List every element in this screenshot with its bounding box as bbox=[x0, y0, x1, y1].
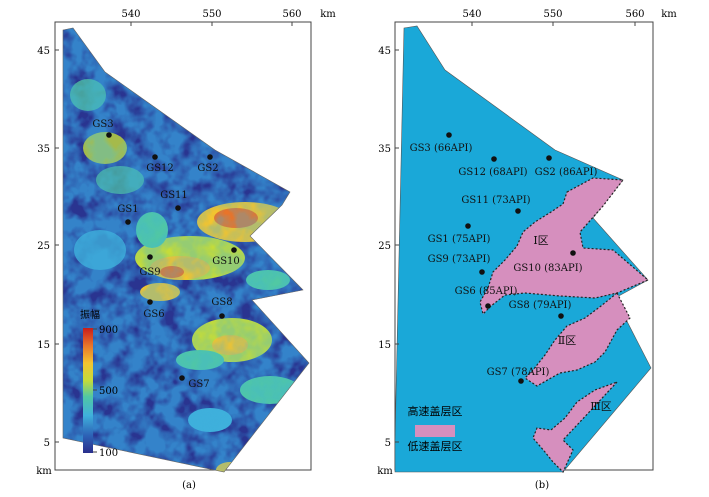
well-markers: GS3 (66API) GS12 (68API) GS2 (86API) GS1… bbox=[410, 132, 598, 384]
cap-rock-zonation-panel: 540 550 560 km 45 35 25 15 5 km GS3 (66A… bbox=[355, 0, 709, 493]
well-label: GS12 (68API) bbox=[458, 167, 527, 178]
legend-label-low: 低速盖层区 bbox=[408, 439, 463, 453]
y-tick-label: 25 bbox=[378, 241, 391, 252]
well-label: GS9 (73API) bbox=[428, 254, 491, 265]
low-velocity-zone-2 bbox=[524, 292, 631, 387]
colorbar-title: 振幅 bbox=[80, 308, 100, 321]
well-label: GS6 (85API) bbox=[455, 286, 518, 297]
well-label: GS2 bbox=[197, 163, 218, 174]
y-tick-label: 45 bbox=[378, 46, 391, 57]
x-tick-label: 550 bbox=[543, 9, 562, 20]
colorbar-gradient bbox=[83, 328, 93, 453]
colorbar-max-label: 900 bbox=[99, 325, 118, 336]
amplitude-map-svg: 540 550 560 km 45 35 25 15 5 km GS3 GS12… bbox=[36, 9, 336, 491]
zone-labels: Ⅰ区 Ⅱ区 Ⅲ区 bbox=[533, 234, 611, 413]
x-unit-label: km bbox=[320, 9, 336, 20]
amplitude-raster bbox=[63, 28, 309, 472]
well-label: GS7 (78API) bbox=[487, 367, 550, 378]
well-markers: GS3 GS12 GS2 GS11 GS1 GS9 GS10 GS6 GS8 G… bbox=[92, 119, 239, 390]
zone-label: Ⅲ区 bbox=[590, 400, 612, 413]
x-unit-label: km bbox=[661, 9, 677, 20]
well-label: GS8 (79API) bbox=[509, 300, 572, 311]
x-tick-label: 540 bbox=[121, 9, 140, 20]
colorbar-mid-label: 500 bbox=[99, 386, 118, 397]
well-label: GS11 bbox=[160, 190, 188, 201]
y-tick-label: 35 bbox=[37, 144, 50, 155]
y-tick-label: 45 bbox=[37, 46, 50, 57]
y-tick-label: 15 bbox=[378, 340, 391, 351]
legend-label-high: 高速盖层区 bbox=[408, 404, 463, 418]
y-tick-label: 15 bbox=[37, 340, 50, 351]
well-label: GS2 (86API) bbox=[535, 167, 598, 178]
map-legend: 高速盖层区 低速盖层区 bbox=[408, 390, 463, 453]
y-axis: 45 35 25 15 5 km bbox=[377, 46, 399, 477]
well-label: GS10 bbox=[212, 256, 240, 267]
well-label: GS7 bbox=[188, 379, 209, 390]
y-unit-label: km bbox=[36, 466, 52, 477]
well-label: GS1 bbox=[117, 204, 138, 215]
x-tick-label: 560 bbox=[625, 9, 644, 20]
well-label: GS11 (73API) bbox=[461, 195, 530, 206]
well-label: GS10 (83API) bbox=[513, 263, 582, 274]
well-label: GS12 bbox=[146, 163, 174, 174]
legend-swatch-high bbox=[415, 390, 455, 402]
y-tick-label: 25 bbox=[37, 241, 50, 252]
amplitude-colorbar: 振幅 900 500 100 bbox=[80, 308, 118, 459]
x-axis: 540 550 560 km bbox=[462, 9, 677, 26]
y-tick-label: 5 bbox=[44, 438, 50, 449]
y-tick-label: 5 bbox=[385, 438, 391, 449]
panel-caption: (b) bbox=[535, 480, 549, 491]
well-label: GS8 bbox=[211, 297, 232, 308]
amplitude-map-panel: 540 550 560 km 45 35 25 15 5 km GS3 GS12… bbox=[0, 0, 355, 493]
zone-label: Ⅰ区 bbox=[533, 234, 548, 247]
well-label: GS6 bbox=[143, 309, 164, 320]
well-label: GS1 (75API) bbox=[428, 234, 491, 245]
well-label: GS3 bbox=[92, 119, 113, 130]
panel-caption: (a) bbox=[182, 480, 196, 491]
map-frame bbox=[54, 21, 312, 471]
low-velocity-zone-3 bbox=[532, 381, 618, 474]
y-tick-label: 35 bbox=[378, 144, 391, 155]
zone-label: Ⅱ区 bbox=[558, 334, 576, 347]
legend-swatch-low bbox=[415, 425, 455, 437]
x-tick-label: 560 bbox=[282, 9, 301, 20]
y-axis: 45 35 25 15 5 km bbox=[36, 46, 59, 477]
colorbar-min-label: 100 bbox=[99, 448, 118, 459]
zonation-map-svg: 540 550 560 km 45 35 25 15 5 km GS3 (66A… bbox=[377, 9, 677, 491]
low-velocity-zone-1 bbox=[479, 177, 650, 316]
well-label: GS3 (66API) bbox=[410, 143, 473, 154]
y-unit-label: km bbox=[377, 466, 393, 477]
x-axis: 540 550 560 km bbox=[121, 9, 336, 26]
well-label: GS9 bbox=[139, 267, 160, 278]
x-tick-label: 540 bbox=[462, 9, 481, 20]
x-tick-label: 550 bbox=[202, 9, 221, 20]
